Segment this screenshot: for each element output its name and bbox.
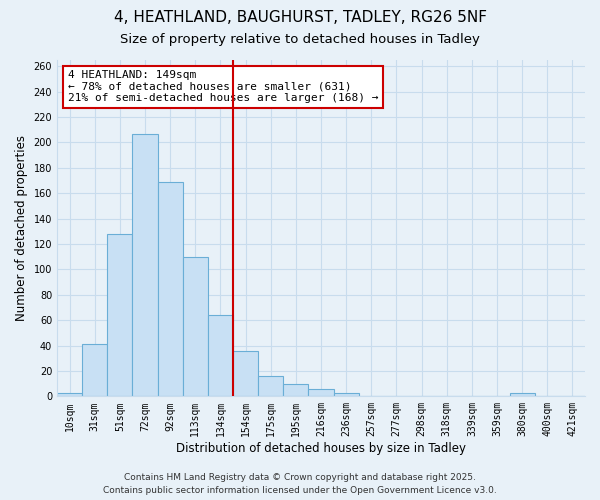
Text: Contains HM Land Registry data © Crown copyright and database right 2025.
Contai: Contains HM Land Registry data © Crown c… (103, 473, 497, 495)
Bar (158, 182, 183, 396)
Bar (183, 256, 208, 396)
Y-axis label: Number of detached properties: Number of detached properties (15, 135, 28, 321)
Bar (57, 392, 82, 396)
Bar (233, 350, 258, 397)
Bar (283, 384, 308, 396)
Bar (334, 392, 359, 396)
X-axis label: Distribution of detached houses by size in Tadley: Distribution of detached houses by size … (176, 442, 466, 455)
Bar (133, 134, 158, 396)
Text: 4, HEATHLAND, BAUGHURST, TADLEY, RG26 5NF: 4, HEATHLAND, BAUGHURST, TADLEY, RG26 5N… (113, 10, 487, 25)
Bar (208, 315, 233, 396)
Text: Size of property relative to detached houses in Tadley: Size of property relative to detached ho… (120, 32, 480, 46)
Bar (258, 376, 283, 396)
Text: 4 HEATHLAND: 149sqm
← 78% of detached houses are smaller (631)
21% of semi-detac: 4 HEATHLAND: 149sqm ← 78% of detached ho… (68, 70, 378, 103)
Bar (509, 392, 535, 396)
Bar (107, 234, 133, 396)
Bar (82, 344, 107, 397)
Bar (308, 388, 334, 396)
